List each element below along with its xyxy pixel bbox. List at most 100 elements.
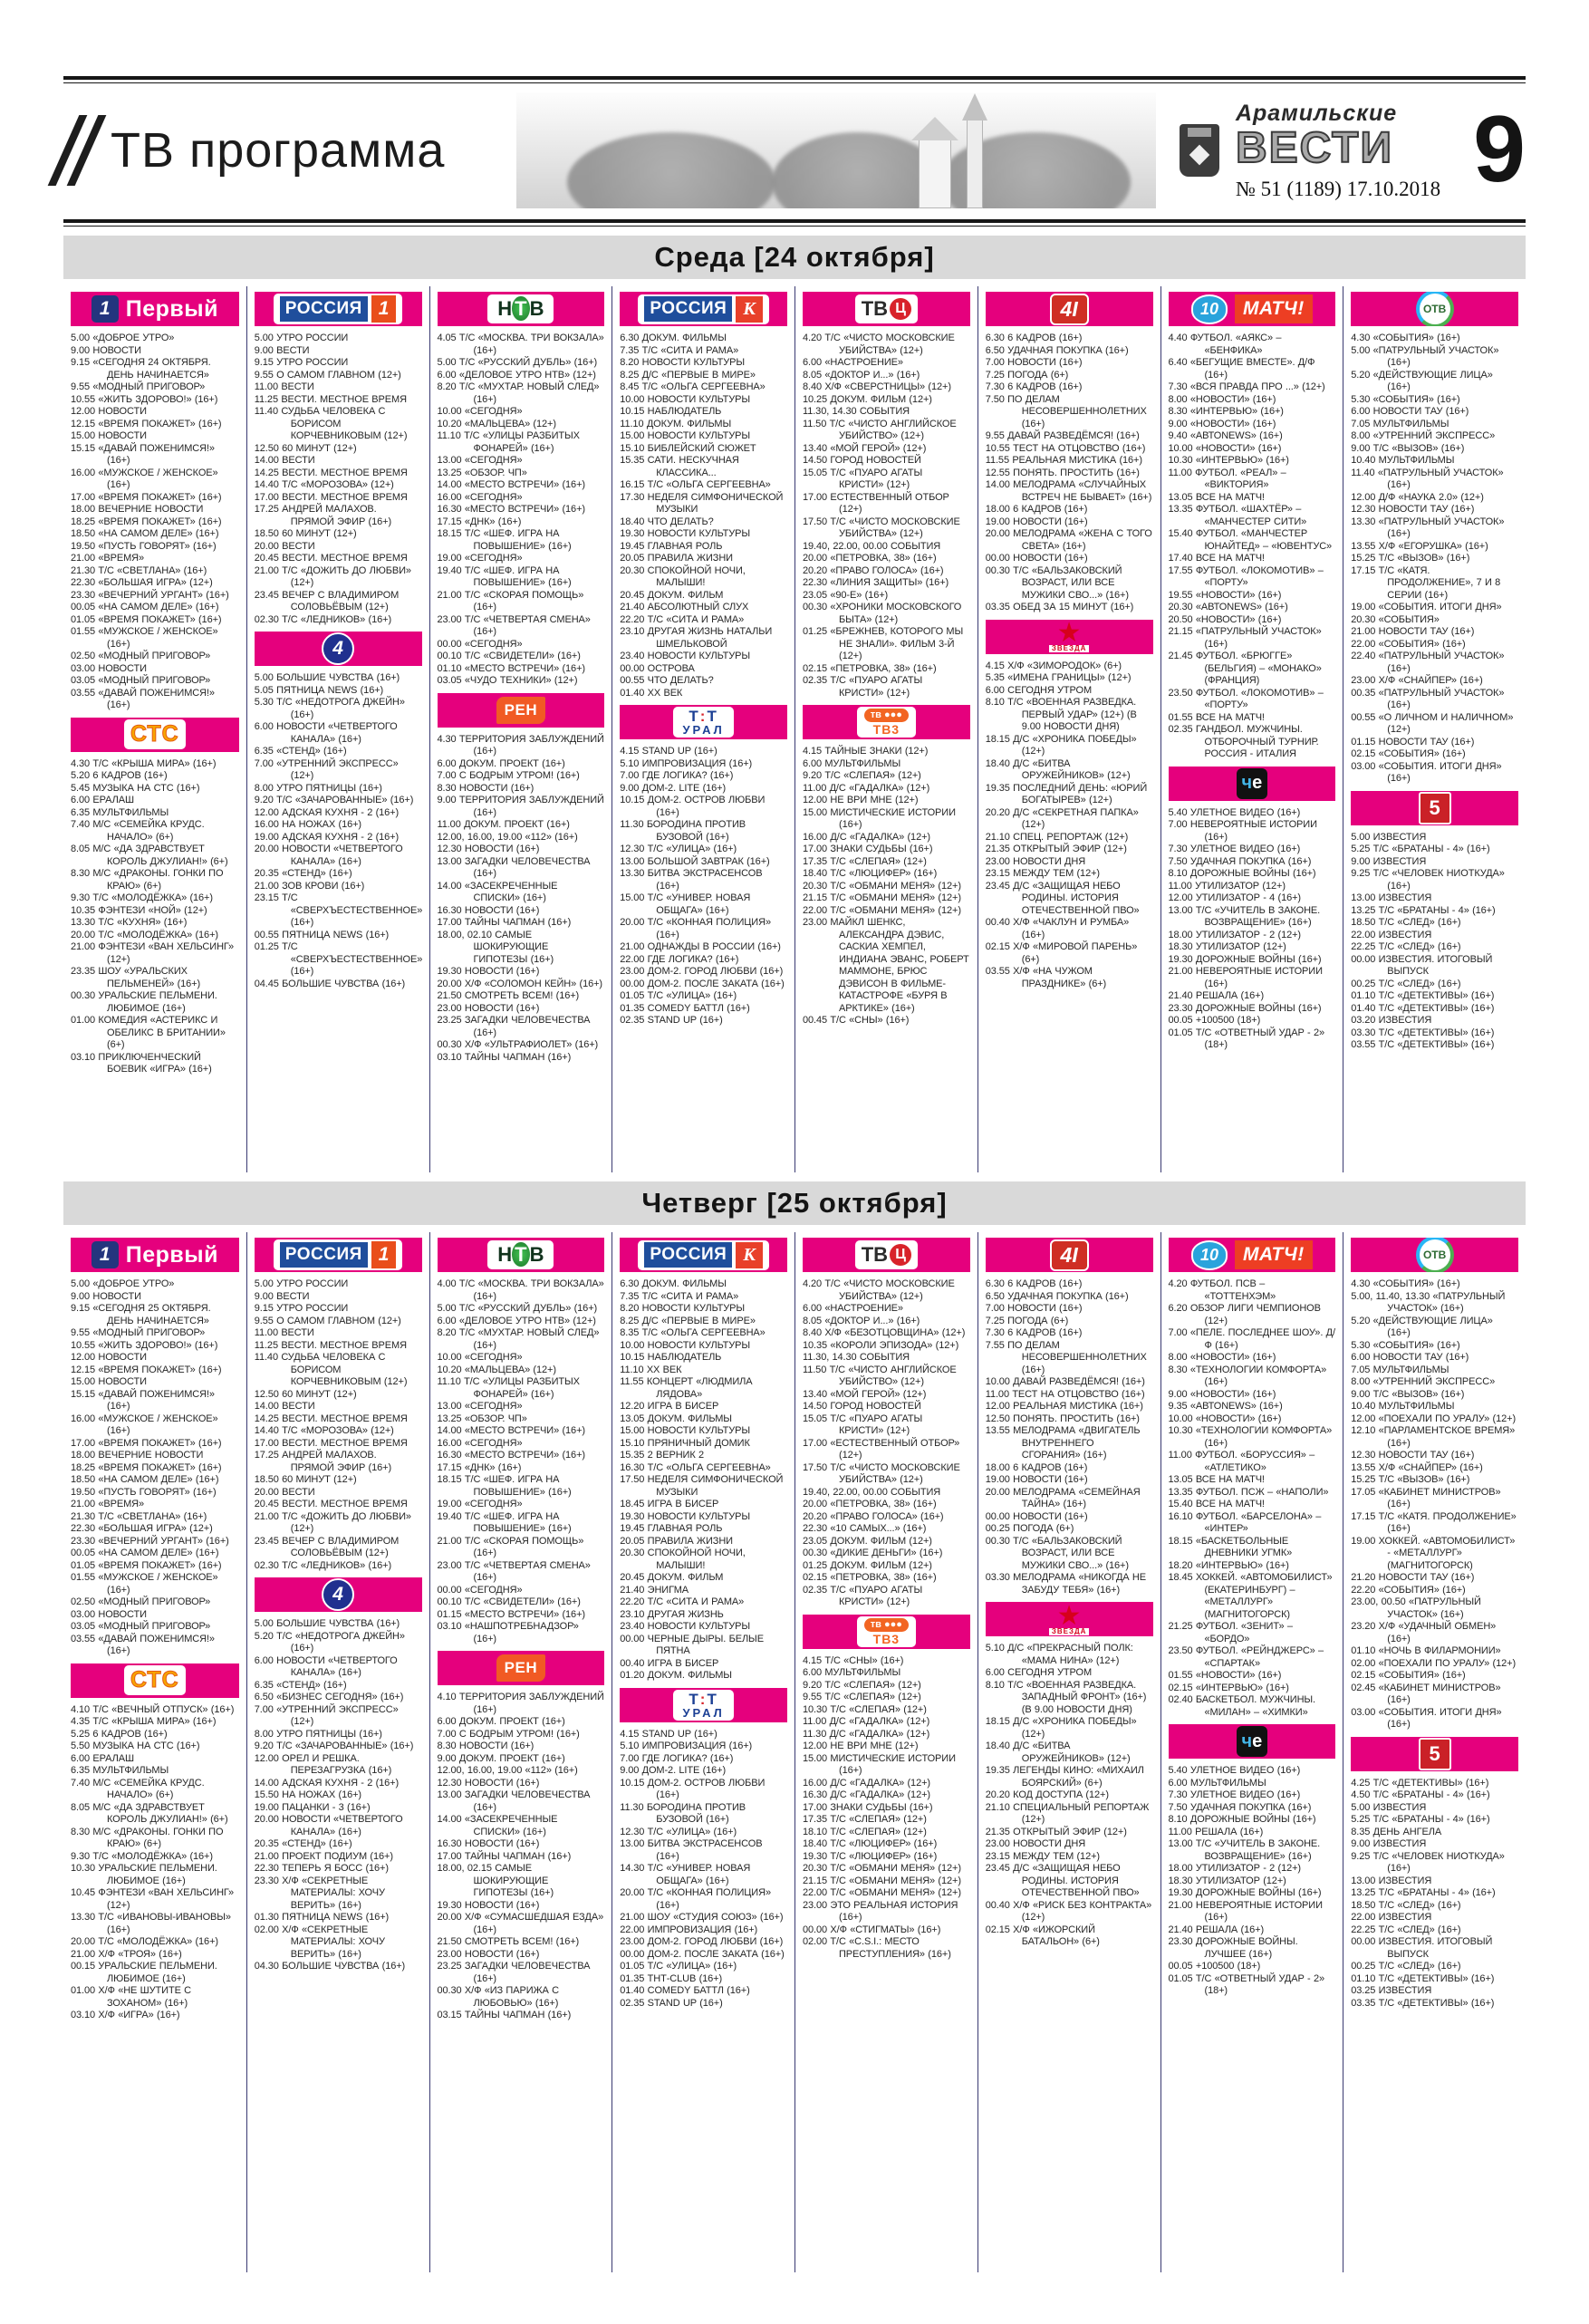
program-entry: 18.50 «НА САМОМ ДЕЛЕ» (16+) [71,1474,219,1485]
program-entry: 00.00 ДОМ-2. ПОСЛЕ ЗАКАТА (16+) [620,1948,785,1960]
program-entry: 6.30 6 КАДРОВ (16+) [985,1278,1083,1289]
program-entry: 16.30 Д/С «ГАДАЛКА» (12+) [803,1789,930,1800]
program-entry: 00.35 «ПАТРУЛЬНЫЙ УЧАСТОК» (16+) [1351,687,1505,711]
program-entry: 17.00 «ЕСТЕСТВЕННЫЙ ОТБОР» (12+) [803,1437,960,1461]
program-entry: 9.00 НОВОСТИ [71,1290,141,1302]
program-entry: 9.20 Т/С «СЛЕПАЯ» (12+) [803,1679,921,1691]
program-entry: 11.10 ДОКУМ. ФИЛЬМЫ [620,418,732,429]
program-entry: 20.45 ДОКУМ. ФИЛЬМ [620,1572,724,1583]
channel-header-match: 10 МАТЧ! [1168,1238,1336,1272]
program-entry: 5.10 ИМПРОВИЗАЦИЯ (16+) [620,757,753,769]
program-list: 4.20 Т/С «ЧИСТО МОСКОВСКИЕ УБИЙСТВА» (12… [803,1278,970,1609]
program-entry: 23.10 ДРУГАЯ ЖИЗНЬ [620,1608,724,1620]
program-entry: 8.10 ДОРОЖНЫЕ ВОЙНЫ (16+) [1168,1814,1316,1825]
program-entry: 00.05 «НА САМОМ ДЕЛЕ» (16+) [71,1548,219,1558]
program-entry: 11.00 Д/С «ГАДАЛКА» (12+) [803,1716,930,1727]
program-entry: 03.00 НОВОСТИ [71,662,147,674]
program-entry: 4.20 Т/С «ЧИСТО МОСКОВСКИЕ УБИЙСТВА» (12… [803,1278,955,1302]
channel-header-ren: РЕН [437,692,605,728]
program-entry: 4.10 Т/С «ВЕЧНЫЙ ОТПУСК» (16+) [71,1703,235,1715]
program-entry: 6.00 ЕРАЛАШ [71,1752,134,1764]
program-entry: 23.15 Т/С «СВЕРХЪЕСТЕСТВЕННОЕ» (16+) [254,892,423,928]
channel-header-otv: ОТВ [1351,292,1518,326]
program-entry: 16.30 «МЕСТО ВСТРЕЧИ» (16+) [437,1450,586,1461]
program-entry: 9.35 «АВТОNEWS» (16+) [1168,1401,1283,1412]
program-entry: 17.00 «ВРЕМЯ ПОКАЖЕТ» (16+) [71,1437,222,1449]
program-entry: 13.00 «СЕГОДНЯ» [437,455,523,466]
program-entry: 22.00 Т/С «ОБМАНИ МЕНЯ» (12+) [803,904,961,916]
program-entry: 7.00 НОВОСТИ (16+) [985,1303,1083,1314]
program-entry: 7.00 ГДЕ ЛОГИКА? (16+) [620,1752,734,1764]
program-entry: 4.15 STAND UP (16+) [620,1728,717,1740]
ren-tv-logo-icon: РЕН [496,1654,546,1682]
program-entry: 01.05 «ВРЕМЯ ПОКАЖЕТ» (16+) [71,613,222,625]
program-entry: 7.30 6 КАДРОВ (16+) [985,1327,1083,1338]
program-entry: 13.55 МЕЛОДРАМА «ДВИГАТЕЛЬ ВНУТРЕННЕГО С… [985,1425,1141,1461]
program-entry: 16.30 «МЕСТО ВСТРЕЧИ» (16+) [437,504,586,515]
program-entry: 23.00 НОВОСТИ ДНЯ [985,1838,1086,1849]
program-entry: 8.05 «ДОКТОР И...» (16+) [803,1315,920,1326]
program-entry: 03.05 «МОДНЫЙ ПРИГОВОР» [71,1621,211,1632]
channel-header-ren: РЕН [437,1651,605,1685]
program-entry: 9.00 ДОКУМ. ПРОЕКТ (16+) [437,1752,565,1764]
program-list: 5.10 Д/С «ПРЕКРАСНЫЙ ПОЛК: «МАМА НИНА» (… [986,1643,1153,1949]
program-list: 4.15 Т/С «СНЫ» (16+) 6.00 МУЛЬТФИЛЬМЫ 9.20… [803,1655,970,1962]
program-entry: 16.00 «СЕГОДНЯ» [437,491,523,503]
program-entry: 9.55 «МОДНЫЙ ПРИГОВОР» [71,381,206,392]
program-entry: 4.15 Х/Ф «ЗИМОРОДОК» (6+) [985,660,1122,671]
program-entry: 8.05 «ДОКТОР И...» (16+) [803,369,920,381]
program-entry: 01.10 Т/С «ДЕТЕКТИВЫ» (16+) [1351,990,1495,1001]
program-entry: 9.15 «СЕГОДНЯ 24 ОКТЯБРЯ. ДЕНЬ НАЧИНАЕТС… [71,357,211,381]
program-entry: 7.00 НЕВЕРОЯТНЫЕ ИСТОРИИ (16+) [1168,819,1317,843]
program-entry: 01.05 Т/С «ОТВЕТНЫЙ УДАР - 2» (18+) [1168,1972,1325,1997]
program-entry: 6.35 «СТЕНД» (16+) [254,746,347,757]
program-entry: 19.00 ПАЦАНКИ - 3 (16+) [254,1801,371,1813]
program-entry: 15.00 МИСТИЧЕСКИЕ ИСТОРИИ (16+) [803,1752,956,1777]
program-entry: 7.00 «ПЕЛЕ. ПОСЛЕДНЕЕ ШОУ». Д/Ф (16+) [1168,1327,1336,1351]
program-entry: 21.30 Т/С «СВЕТЛАНА» (16+) [71,564,207,576]
channel-header-five: 5 [1351,790,1518,825]
program-entry: 20.45 ДОКУМ. ФИЛЬМ [620,589,724,601]
program-entry: 10.20 «МАЛЬЦЕВА» (12+) [437,418,557,429]
program-entry: 11.00 ВЕСТИ [254,381,314,392]
rossiya1-logo-icon: РОССИЯ 1 [273,1239,403,1270]
program-entry: 13.00 Т/С «УЧИТЕЛЬ В ЗАКОНЕ. ВОЗВРАЩЕНИЕ… [1168,904,1321,929]
program-entry: 21.00 НОВОСТИ ТАУ (16+) [1351,626,1475,637]
program-entry: 11.00 Д/С «ГАДАЛКА» (12+) [803,782,930,794]
program-entry: 02.00 Х/Ф «СЕКРЕТНЫЕ МАТЕРИАЛЫ: ХОЧУ ВЕР… [254,1924,385,1960]
program-entry: 12.50 60 МИНУТ (12+) [254,442,357,454]
program-entry: 03.05 «МОДНЫЙ ПРИГОВОР» [71,675,211,686]
pervy-kanal-logo-icon: 1 [91,295,119,323]
program-entry: 19.30 ДОРОЖНЫЕ ВОЙНЫ (16+) [1168,953,1322,965]
program-entry: 5.00 ИЗВЕСТИЯ [1351,831,1427,843]
program-entry: 13.05 ДОКУМ. ФИЛЬМЫ [620,1413,732,1424]
program-entry: 13.55 Х/Ф «СНАЙПЕР» (16+) [1351,1461,1483,1473]
program-entry: 18.00 6 КАДРОВ (16+) [985,504,1088,515]
tvc-logo-icon: ТВ Ц [854,294,919,323]
program-entry: 13.00 БИТВА ЭКСТРАСЕНСОВ (16+) [620,1838,763,1862]
rossiya-k-logo-icon: РОССИЯ К [638,294,769,324]
program-entry: 11.40 СУДЬБА ЧЕЛОВЕКА С БОРИСОМ КОРЧЕВНИ… [254,1352,408,1387]
program-list: 6.30 6 КАДРОВ (16+) 6.50 УДАЧНАЯ ПОКУПКА … [986,1278,1153,1596]
program-entry: 23.00 Т/С «ЧЕТВЕРТАЯ СМЕНА» (16+) [437,1559,591,1584]
program-entry: 7.30 УЛЕТНОЕ ВИДЕО (16+) [1168,1789,1301,1800]
program-entry: 8.30 М/С «ДРАКОНЫ. ГОНКИ ПО КРАЮ» (6+) [71,868,224,892]
channel-column: Н Т В 4.00 Т/С «МОСКВА. ТРИ ВОКЗАЛА» (16+) 5… [429,1232,612,2272]
program-entry: 01.05 «ВРЕМЯ ПОКАЖЕТ» (16+) [71,1559,222,1571]
program-entry: 15.00 НОВОСТИ КУЛЬТУРЫ [620,1425,750,1436]
program-entry: 18.50 60 МИНУТ (12+) [254,528,357,539]
channel-header-tvc: ТВ Ц [803,292,970,326]
program-entry: 6.00 НОВОСТИ ТАУ (16+) [1351,406,1469,417]
program-entry: 9.25 Т/С «ЧЕЛОВЕК НИОТКУДА» (16+) [1351,868,1505,892]
program-entry: 14.00 «МЕСТО ВСТРЕЧИ» (16+) [437,1425,586,1436]
program-entry: 22.00 ИЗВЕСТИЯ [1351,1912,1432,1923]
program-list: 5.00 БОЛЬШИЕ ЧУВСТВА (16+) 5.20 Т/С «НЕДО… [255,1618,422,1973]
fourth-channel-logo-icon: 4 [322,632,355,665]
program-entry: 14.50 ГОРОД НОВОСТЕЙ [803,455,921,466]
program-entry: 01.55 ВСЕ НА МАТЧ! [1168,711,1265,723]
program-entry: 13.25 «ОБЗОР. ЧП» [437,467,527,478]
program-entry: 14.00 ВЕСТИ [254,1401,315,1412]
program-entry: 14.40 Т/С «МОРОЗОВА» (12+) [254,1425,394,1436]
program-entry: 02.30 Т/С «ЛЕДНИКОВ» (16+) [254,613,392,625]
